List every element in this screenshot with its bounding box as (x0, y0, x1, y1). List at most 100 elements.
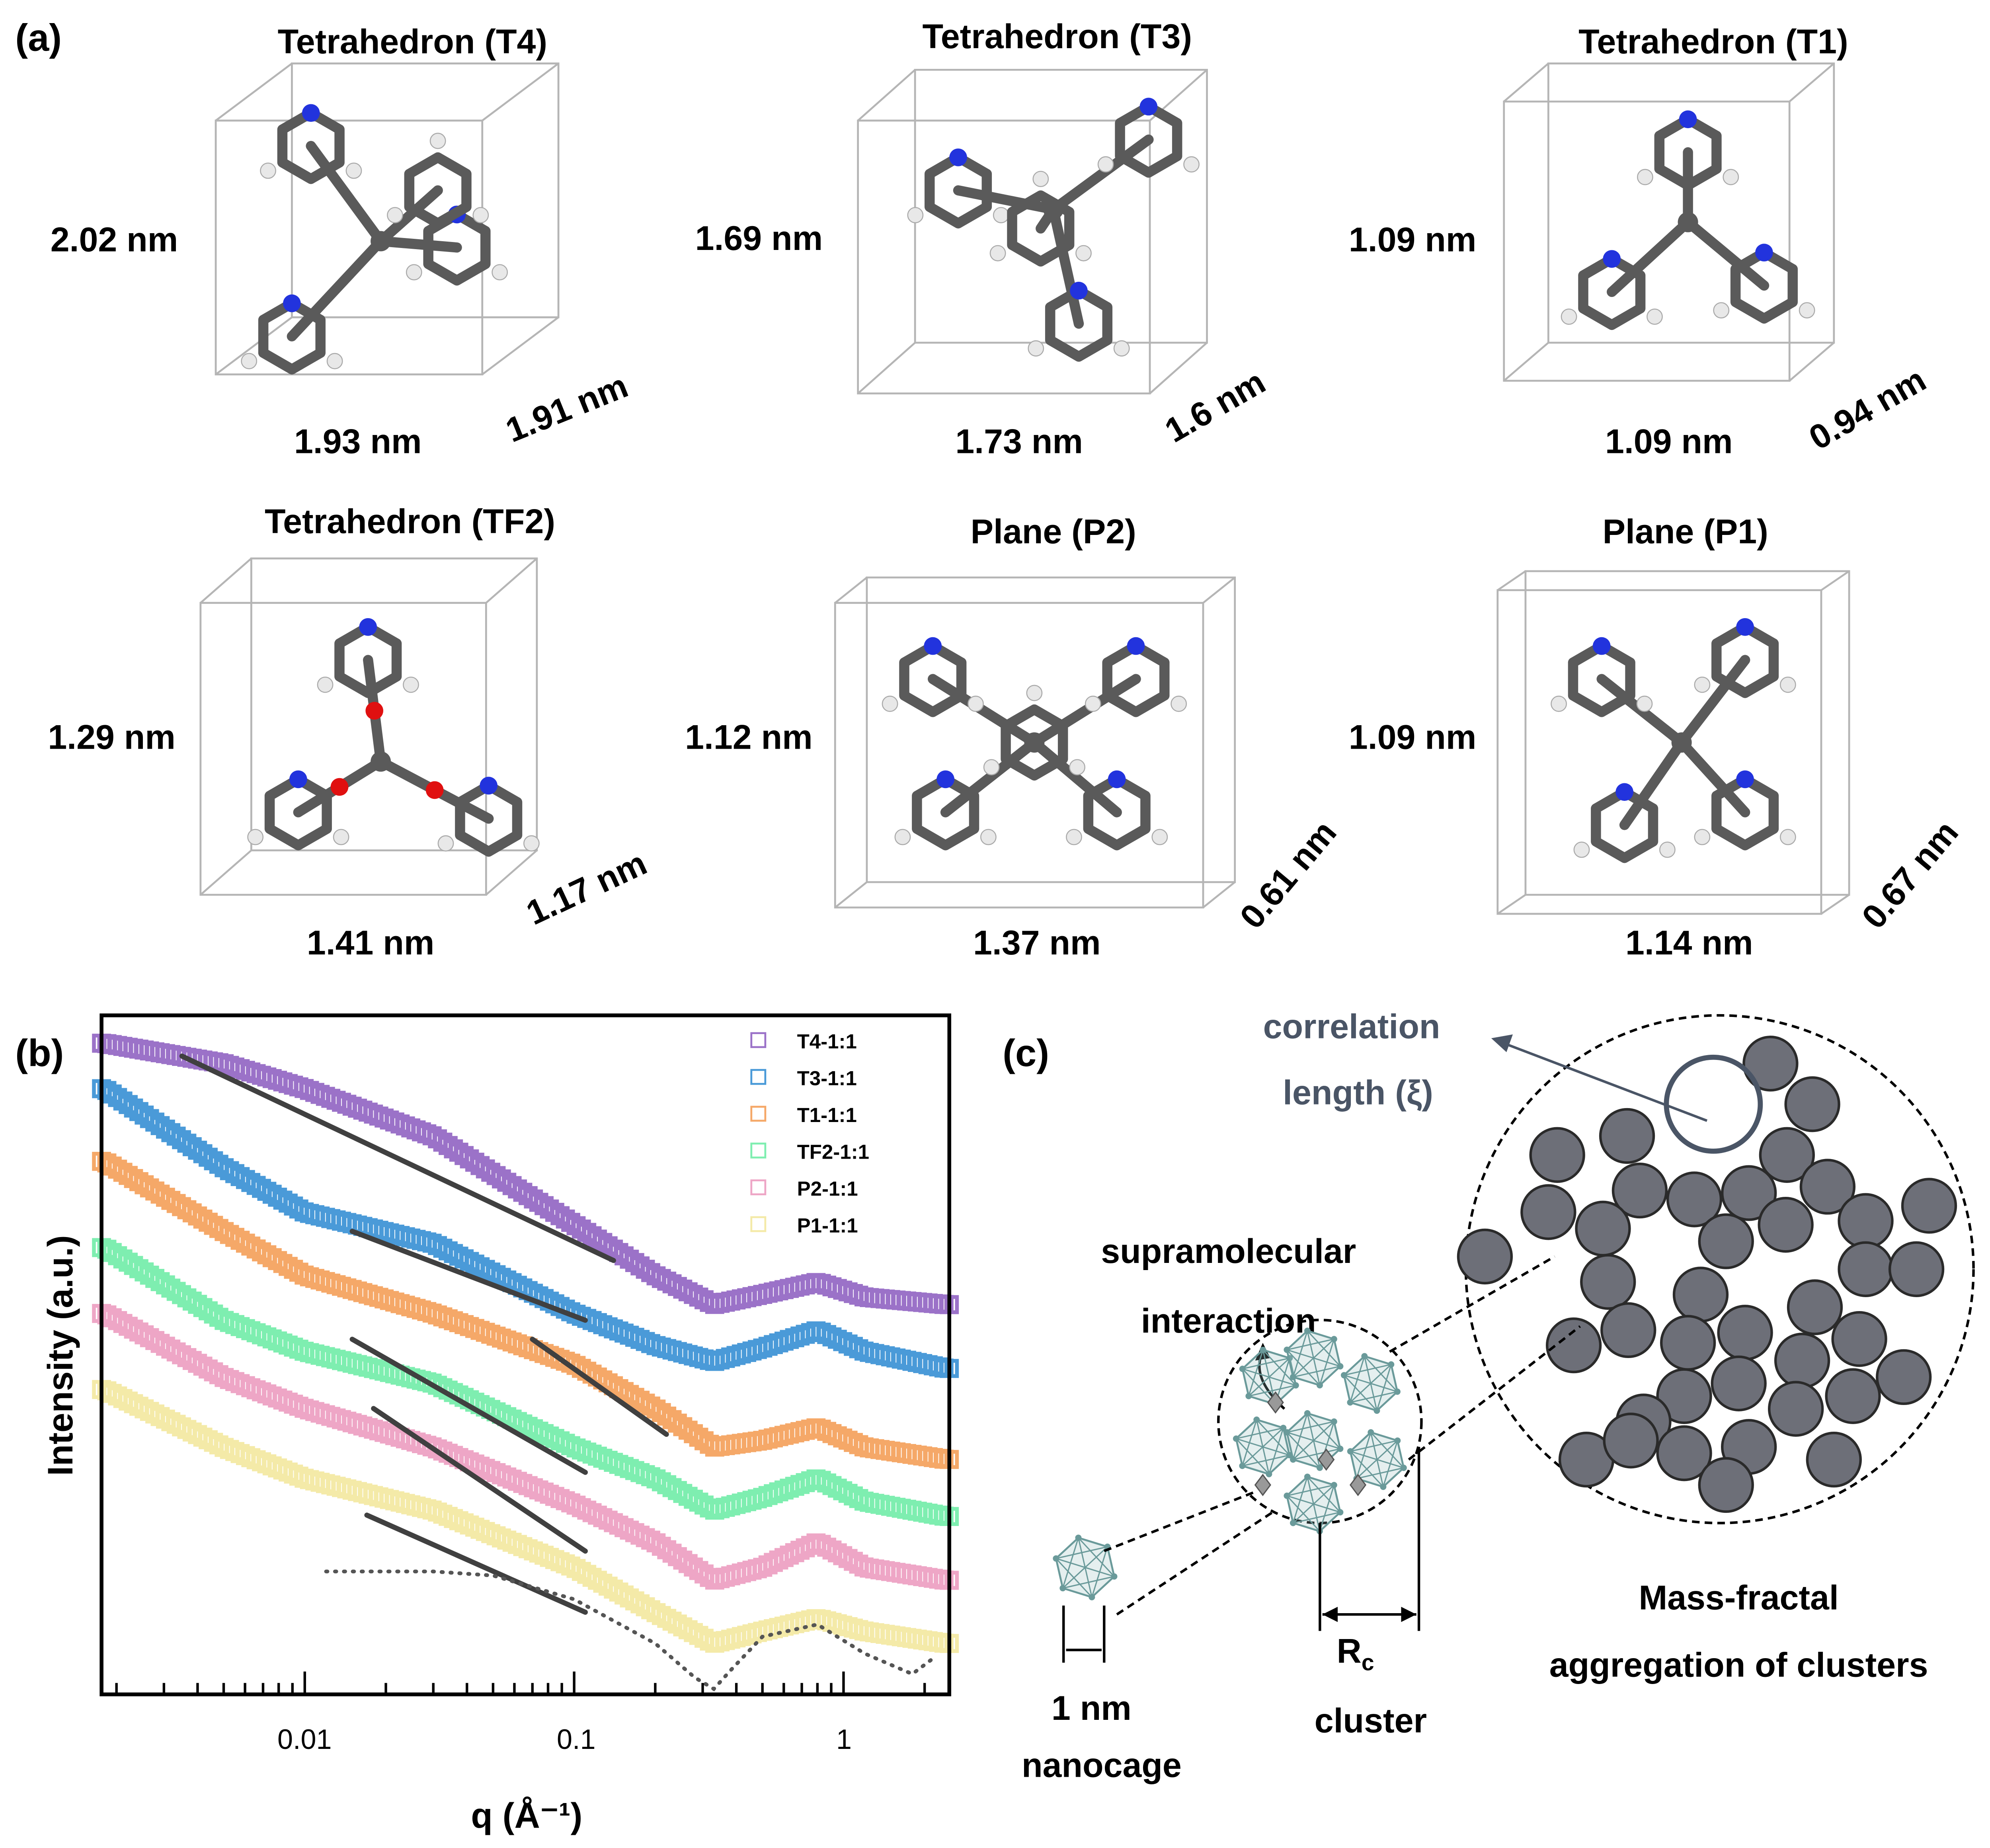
dim-depth-t1: 0.94 nm (1803, 360, 1932, 457)
molecule-title-t3: Tetrahedron (T3) (923, 18, 1192, 56)
particle (1831, 1311, 1887, 1367)
hydrogen-atom (241, 353, 258, 369)
dim-width-t3: 1.73 nm (955, 422, 1083, 461)
nitrogen-atom (1139, 98, 1158, 116)
model-curve (324, 1569, 938, 1692)
nanocage-icon (1233, 1416, 1293, 1477)
oxygen-atom (330, 778, 349, 796)
central-atom (1671, 732, 1692, 753)
bounding-box-edge (857, 69, 916, 121)
dim-height-t4: 2.02 nm (51, 221, 178, 259)
cage-edge (1236, 1438, 1263, 1448)
aromatic-ring (258, 298, 326, 375)
hydrogen-atom (1779, 676, 1796, 693)
molecule-2 (1503, 62, 1835, 382)
series-P2-1:1 (92, 1304, 959, 1590)
particle (1784, 1076, 1840, 1132)
series-T3-1:1 (92, 1079, 959, 1378)
hydrogen-atom (1723, 169, 1739, 185)
cluster-particles (1457, 1036, 1957, 1513)
cage-vertex (1373, 1407, 1380, 1414)
particle (1759, 1127, 1815, 1183)
hydrogen-atom (1713, 302, 1730, 319)
bounding-box-edge (834, 881, 868, 908)
x-axis-label: q (Å⁻¹) (471, 1795, 582, 1835)
hydrogen-atom (326, 353, 343, 369)
nitrogen-atom (949, 148, 967, 166)
nitrogen-atom (283, 294, 301, 312)
nanocage-icon (1284, 1327, 1344, 1389)
molecule-title-t4: Tetrahedron (T4) (278, 23, 548, 61)
legend-marker-P2-1:1 (750, 1179, 767, 1196)
panel-b-label: (b) (15, 1032, 64, 1075)
correlation-length-label-1: correlation (1263, 1007, 1440, 1046)
hydrogen-atom (1551, 695, 1567, 712)
particle (1901, 1178, 1957, 1234)
fit-line-T4-1:1 (179, 1054, 616, 1263)
x-tick-label-0.01: 0.01 (277, 1723, 332, 1755)
dim-height-t1: 1.09 nm (1349, 221, 1477, 259)
dim-depth-t3: 1.6 nm (1159, 363, 1272, 450)
panel-c: (c) correlation length (ξ) supramolecula… (1003, 1007, 1975, 1784)
cage-vertex (1245, 1393, 1252, 1399)
particle (1575, 1200, 1631, 1257)
cage-edge (1313, 1421, 1334, 1441)
particle (1457, 1228, 1513, 1285)
aromatic-ring (1578, 254, 1646, 330)
bounding-box-edge (482, 316, 559, 375)
cage-edge (1242, 1446, 1263, 1467)
legend-marker-T1-1:1 (750, 1106, 767, 1122)
nitrogen-atom (1603, 250, 1621, 268)
cage-vertex (1284, 1493, 1290, 1499)
cage-vertex (1253, 1416, 1260, 1423)
linker-icon (1267, 1391, 1284, 1414)
cage-edge (1307, 1476, 1314, 1505)
hydrogen-atom (260, 162, 276, 179)
dim-depth-p2: 0.61 nm (1233, 814, 1344, 936)
cage-vertex (1260, 1346, 1266, 1353)
molecule-0 (215, 62, 560, 376)
aromatic-ring (264, 774, 332, 851)
cage-edge (1292, 1357, 1314, 1378)
arrowhead-icon (1401, 1607, 1416, 1622)
bond (1029, 674, 1141, 748)
nanocage-icon (1284, 1410, 1344, 1471)
cage-edge (1268, 1428, 1284, 1475)
oxygen-atom (365, 702, 384, 720)
zoom-guide-lines (1104, 1255, 1581, 1616)
bond (953, 185, 1059, 215)
aromatic-ring (1001, 704, 1068, 781)
nitrogen-atom (1755, 244, 1773, 261)
legend: T4-1:1 T3-1:1 T1-1:1 TF2-1:1 P2-1:1 P1-1:1 (750, 1030, 869, 1237)
bond (928, 674, 1040, 748)
cage-vertex (1331, 1418, 1337, 1425)
cage-vertex (1089, 1594, 1095, 1600)
particle (1698, 1213, 1754, 1269)
particle (1656, 1368, 1712, 1424)
cage-vertex (1059, 1585, 1066, 1592)
particle (1758, 1197, 1814, 1253)
aromatic-ring (423, 209, 491, 286)
plot-frame (100, 1013, 952, 1696)
aromatic-ring (1568, 641, 1635, 717)
aromatic-ring (1045, 285, 1113, 362)
particle (1825, 1368, 1881, 1424)
bounding-box-edge (1202, 881, 1236, 908)
cage-edge (1344, 1374, 1371, 1384)
bounding-box-edge (485, 849, 538, 896)
arrowhead-icon (1322, 1607, 1338, 1622)
bounding-box-edge (1149, 342, 1208, 394)
cage-vertex (1331, 1336, 1337, 1343)
bond (1619, 737, 1687, 830)
cage-edge (1262, 1446, 1270, 1474)
nitrogen-atom (1615, 783, 1633, 801)
bounding-box-edge (1789, 342, 1835, 382)
oxygen-atom (425, 781, 444, 799)
rc-label: Rc (1337, 1632, 1374, 1675)
fit-line-TF2-1:1 (349, 1337, 588, 1475)
cage-vertex (1304, 1410, 1311, 1417)
bond (1676, 655, 1750, 748)
particle (1545, 1317, 1602, 1374)
dim-width-t4: 1.93 nm (294, 422, 422, 461)
hydrogen-atom (882, 695, 898, 712)
